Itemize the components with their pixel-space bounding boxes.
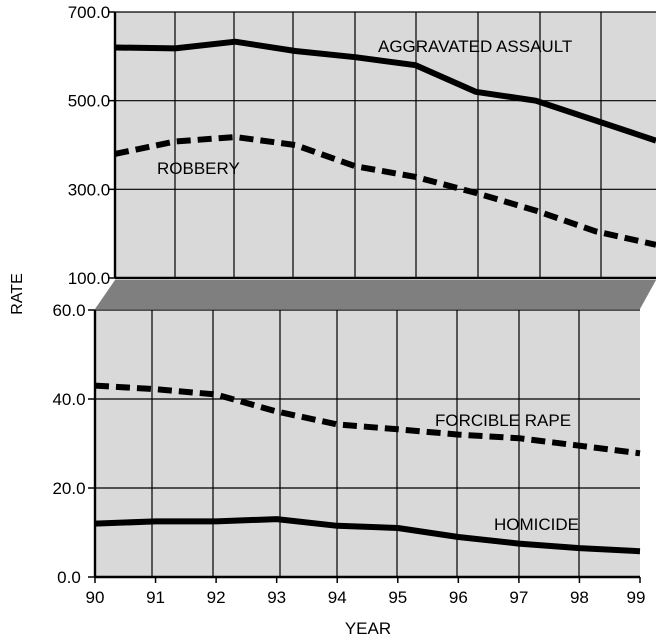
x-tick-label: 97 xyxy=(509,588,528,607)
y-tick-label: 100.0 xyxy=(68,269,111,288)
x-tick-label: 94 xyxy=(328,588,347,607)
x-tick-label: 98 xyxy=(570,588,589,607)
y-tick-label: 300.0 xyxy=(68,180,111,199)
y-tick-label: 500.0 xyxy=(68,92,111,111)
y-tick-label: 0.0 xyxy=(57,568,81,587)
y-tick-label: 700.0 xyxy=(68,3,111,22)
plot-panel xyxy=(115,12,656,278)
y-tick-label: 20.0 xyxy=(52,479,85,498)
x-tick-label: 95 xyxy=(388,588,407,607)
series-label: AGGRAVATED ASSAULT xyxy=(378,37,572,56)
x-axis-label: YEAR xyxy=(345,619,391,638)
y-tick-label: 60.0 xyxy=(52,301,85,320)
x-tick-label: 93 xyxy=(267,588,286,607)
x-tick-label: 96 xyxy=(449,588,468,607)
series-line-robbery xyxy=(114,134,656,248)
series-line-aggravated-assault xyxy=(114,38,656,144)
plot-panel xyxy=(95,310,640,577)
x-tick-label: 91 xyxy=(146,588,165,607)
series-label: ROBBERY xyxy=(157,159,240,178)
x-tick-label: 92 xyxy=(207,588,226,607)
axis-break-band xyxy=(95,280,656,309)
y-axis-label: RATE xyxy=(9,273,26,314)
series-line-forcible-rape xyxy=(94,382,641,457)
series-label: HOMICIDE xyxy=(494,515,579,534)
y-tick-label: 40.0 xyxy=(52,390,85,409)
series-label: FORCIBLE RAPE xyxy=(435,411,571,430)
x-tick-label: 90 xyxy=(86,588,105,607)
series-line-homicide xyxy=(94,516,641,555)
x-tick-label: 99 xyxy=(627,588,646,607)
